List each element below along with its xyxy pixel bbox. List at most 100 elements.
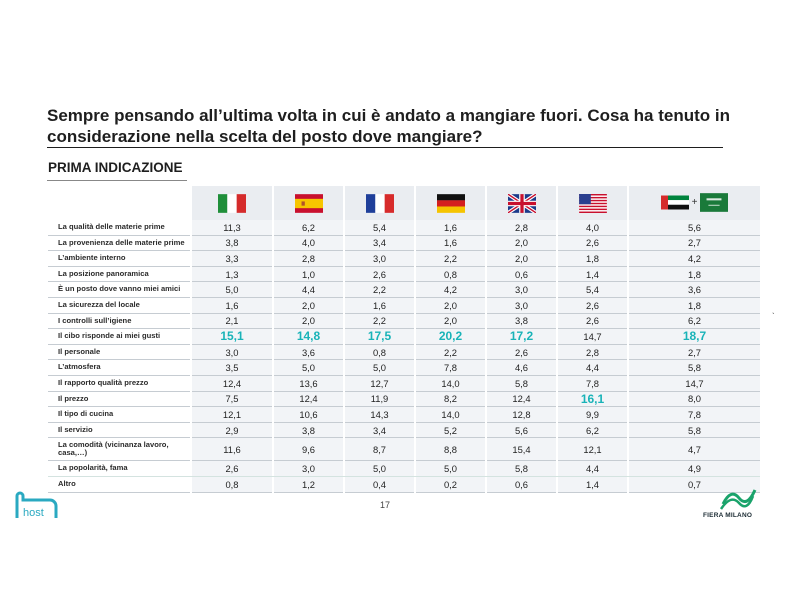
value-cell: 2,6 bbox=[556, 235, 628, 252]
value-cell: 3,5 bbox=[190, 359, 273, 376]
value-cell: 1,6 bbox=[343, 297, 415, 314]
value-cell: 2,2 bbox=[343, 281, 415, 298]
value-cell: 11,9 bbox=[343, 391, 415, 408]
row-label: Il servizio bbox=[48, 422, 191, 439]
value-cell: 7,8 bbox=[414, 359, 486, 376]
table-row: La qualità delle materie prime 11,3 6,2 5,4… bbox=[48, 220, 760, 236]
header-germany bbox=[414, 186, 486, 220]
flag-header-row: + bbox=[48, 186, 760, 220]
value-cell: 1,6 bbox=[414, 235, 486, 252]
table-row: L’atmosfera 3,5 5,0 5,0 7,8 4,6 4,4 5,8 bbox=[48, 359, 760, 376]
value-cell: 4,2 bbox=[414, 281, 486, 298]
value-cell: 2,6 bbox=[556, 313, 628, 330]
table-row: Il cibo risponde ai miei gusti 15,1 14,8 17… bbox=[48, 328, 760, 345]
table-row: Il personale 3,0 3,6 0,8 2,2 2,6 2,8 2,7 bbox=[48, 344, 760, 361]
spain-flag-icon bbox=[294, 193, 323, 213]
value-cell: 1,8 bbox=[627, 297, 760, 314]
value-cell: 2,6 bbox=[190, 460, 273, 477]
value-cell: 2,0 bbox=[485, 235, 557, 252]
header-spain bbox=[272, 186, 344, 220]
value-cell: 15,1 bbox=[190, 328, 273, 345]
value-cell: 5,0 bbox=[272, 359, 344, 376]
row-label: È un posto dove vanno miei amici bbox=[48, 281, 191, 298]
value-cell: 0,8 bbox=[190, 476, 273, 493]
value-cell: 5,2 bbox=[414, 422, 486, 439]
table-row: La provenienza delle materie prime 3,8 4,0… bbox=[48, 235, 760, 252]
value-cell: 2,7 bbox=[627, 235, 760, 252]
row-label: La sicurezza del locale bbox=[48, 297, 191, 314]
value-cell: 12,1 bbox=[190, 406, 273, 423]
germany-flag-icon bbox=[436, 193, 465, 213]
value-cell: 1,8 bbox=[627, 266, 760, 283]
italy-flag-icon bbox=[218, 193, 246, 213]
value-cell: 3,6 bbox=[272, 344, 344, 361]
value-cell: 2,0 bbox=[414, 313, 486, 330]
value-cell: 7,8 bbox=[556, 375, 628, 392]
value-cell: 3,0 bbox=[485, 297, 557, 314]
row-label: La popolarità, fama bbox=[48, 460, 191, 477]
row-label: La posizione panoramica bbox=[48, 266, 191, 283]
uae-flag-icon bbox=[660, 193, 689, 212]
table-row: La posizione panoramica 1,3 1,0 2,6 0,8 0,6 1,… bbox=[48, 266, 760, 283]
value-cell: 5,6 bbox=[627, 220, 760, 236]
table-row: La popolarità, fama 2,6 3,0 5,0 5,0 5,8 4,4 4,9 bbox=[48, 460, 760, 477]
value-cell: 11,3 bbox=[190, 220, 273, 236]
value-cell: 12,4 bbox=[485, 391, 557, 408]
header-uae-saudi: + bbox=[627, 186, 760, 220]
header-italy bbox=[190, 186, 273, 220]
value-cell: 5,8 bbox=[627, 422, 760, 439]
value-cell: 7,8 bbox=[627, 406, 760, 423]
value-cell: 14,0 bbox=[414, 375, 486, 392]
value-cell: 17,5 bbox=[343, 328, 415, 345]
value-cell: 2,9 bbox=[190, 422, 273, 439]
subtitle-divider bbox=[47, 180, 187, 181]
value-cell: 2,6 bbox=[485, 344, 557, 361]
table-row: Altro 0,8 1,2 0,4 0,2 0,6 1,4 0,7 bbox=[48, 476, 760, 493]
value-cell: 1,2 bbox=[272, 476, 344, 493]
value-cell: 10,6 bbox=[272, 406, 344, 423]
value-cell: 13,6 bbox=[272, 375, 344, 392]
row-label: Il cibo risponde ai miei gusti bbox=[48, 328, 191, 345]
value-cell: 14,7 bbox=[627, 375, 760, 392]
table-row: La sicurezza del locale 1,6 2,0 1,6 2,0 3,0 2,… bbox=[48, 297, 760, 314]
value-cell: 5,0 bbox=[414, 460, 486, 477]
row-label: La qualità delle materie prime bbox=[48, 220, 191, 236]
value-cell: 9,9 bbox=[556, 406, 628, 423]
value-cell: 12,8 bbox=[485, 406, 557, 423]
value-cell: 3,6 bbox=[627, 281, 760, 298]
header-usa bbox=[556, 186, 628, 220]
slide-title: Sempre pensando all’ultima volta in cui … bbox=[47, 106, 730, 146]
table-row: I controlli sull’igiene 2,1 2,0 2,2 2,0 3,8 2,… bbox=[48, 313, 760, 330]
page-number: 17 bbox=[380, 500, 391, 510]
value-cell: 0,8 bbox=[414, 266, 486, 283]
value-cell: 5,6 bbox=[485, 422, 557, 439]
table-row: La comodità (vicinanza lavoro, casa,…) 11… bbox=[48, 437, 760, 462]
value-cell: 15,4 bbox=[485, 437, 557, 462]
value-cell: 2,0 bbox=[272, 313, 344, 330]
table-row: Il rapporto qualità prezzo 12,4 13,6 12,7 14… bbox=[48, 375, 760, 392]
value-cell: 1,3 bbox=[190, 266, 273, 283]
value-cell: 3,3 bbox=[190, 250, 273, 267]
value-cell: 4,4 bbox=[556, 359, 628, 376]
fiera-milano-logo-text: FIERA MILANO bbox=[703, 512, 753, 519]
value-cell: 1,8 bbox=[556, 250, 628, 267]
value-cell: 5,8 bbox=[485, 375, 557, 392]
value-cell: 12,4 bbox=[190, 375, 273, 392]
row-label: L’atmosfera bbox=[48, 359, 191, 376]
value-cell: 5,4 bbox=[343, 220, 415, 236]
value-cell: 2,2 bbox=[414, 344, 486, 361]
value-cell: 4,4 bbox=[556, 460, 628, 477]
value-cell: 12,4 bbox=[272, 391, 344, 408]
footer-divider bbox=[48, 476, 760, 477]
table-row: L’ambiente interno 3,3 2,8 3,0 2,2 2,0 1,8 4,2 bbox=[48, 250, 760, 267]
value-cell: 1,4 bbox=[556, 476, 628, 493]
value-cell: 8,0 bbox=[627, 391, 760, 408]
value-cell: 2,6 bbox=[556, 297, 628, 314]
row-label: Il tipo di cucina bbox=[48, 406, 191, 423]
value-cell: 12,7 bbox=[343, 375, 415, 392]
value-cell: 0,6 bbox=[485, 266, 557, 283]
value-cell: 5,4 bbox=[556, 281, 628, 298]
value-cell: 2,2 bbox=[343, 313, 415, 330]
saudi-arabia-flag-icon bbox=[700, 192, 729, 212]
value-cell: 2,0 bbox=[272, 297, 344, 314]
